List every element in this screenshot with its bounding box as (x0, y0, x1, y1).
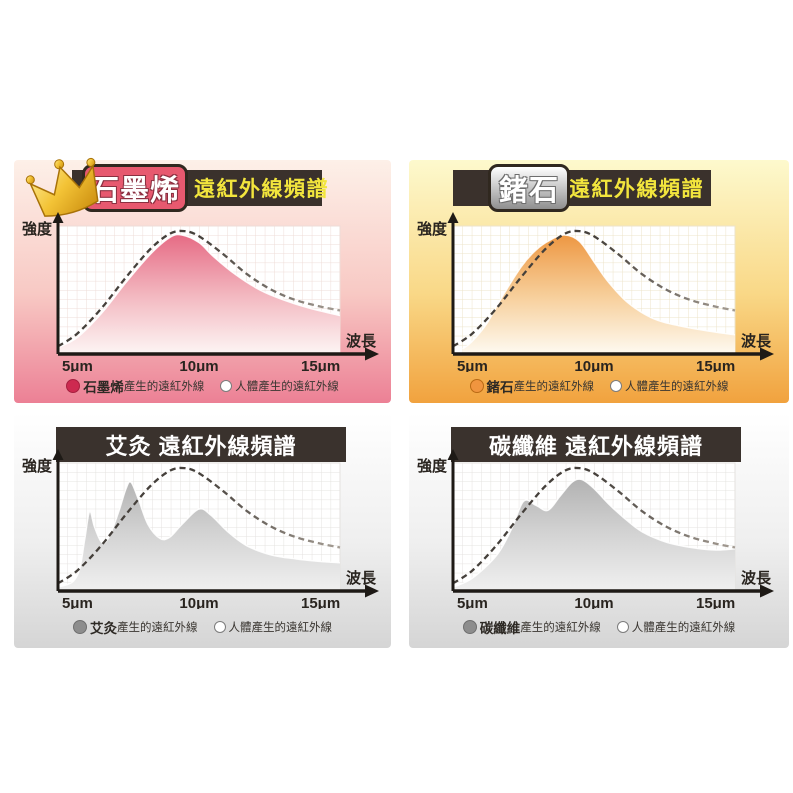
legend-series: 石墨烯 產生的遠紅外線 (66, 376, 204, 396)
svg-text:強度: 強度 (417, 220, 448, 238)
series-dot-icon (73, 620, 87, 634)
material-badge: 石墨烯 (82, 164, 188, 212)
svg-text:波長: 波長 (741, 569, 772, 587)
title-suffix: 遠紅外線頻譜 (569, 178, 704, 201)
legend-series: 碳纖維 產生的遠紅外線 (462, 617, 601, 637)
legend-human: 人體產生的遠紅外線 (220, 378, 339, 394)
legend-series: 艾灸 產生的遠紅外線 (73, 617, 198, 637)
panel-moxibustion: 艾灸 遠紅外線頻譜 強度波長 5μm 10μm 15μm 艾灸 產生的遠紅外線 人體產… (14, 413, 391, 648)
crown-icon (25, 157, 99, 217)
legend-human: 人體產生的遠紅外線 (213, 619, 332, 635)
legend: 石墨烯 產生的遠紅外線 人體產生的遠紅外線 (14, 376, 391, 396)
title-bar: 碳纖維 遠紅外線頻譜 (451, 427, 741, 462)
svg-text:5μm: 5μm (457, 595, 488, 609)
title-suffix: 遠紅外線頻譜 (194, 178, 329, 201)
legend: 碳纖維 產生的遠紅外線 人體產生的遠紅外線 (409, 617, 789, 637)
legend: 艾灸 產生的遠紅外線 人體產生的遠紅外線 (14, 617, 391, 637)
series-dot-icon (66, 379, 81, 393)
svg-text:15μm: 15μm (696, 595, 735, 609)
human-dot-icon (616, 621, 629, 633)
material-badge: 鍺石 (488, 164, 570, 212)
svg-text:10μm: 10μm (179, 595, 218, 609)
svg-text:15μm: 15μm (301, 358, 340, 372)
legend-human: 人體產生的遠紅外線 (616, 619, 735, 635)
series-dot-icon (469, 379, 484, 393)
title-bar: 艾灸 遠紅外線頻譜 (56, 427, 346, 462)
panel-title: 艾灸 遠紅外線頻譜 (105, 433, 297, 459)
svg-text:10μm: 10μm (574, 595, 613, 609)
human-dot-icon (213, 621, 226, 633)
panel-graphene: 遠紅外線頻譜 石墨烯 強度波長 5μm 10μm 15μm 石墨烯 產生的遠紅外線 (14, 157, 391, 403)
panel-germanium: 遠紅外線頻譜 鍺石 強度波長 5μm 10μm 15μm 鍺石 產生的遠紅外線 人體產生… (409, 160, 789, 403)
legend: 鍺石 產生的遠紅外線 人體產生的遠紅外線 (409, 376, 789, 396)
svg-text:10μm: 10μm (179, 358, 218, 372)
svg-text:強度: 強度 (22, 457, 53, 475)
svg-text:5μm: 5μm (457, 358, 488, 372)
svg-text:5μm: 5μm (62, 358, 93, 372)
svg-text:波長: 波長 (346, 569, 377, 587)
svg-text:波長: 波長 (741, 332, 772, 350)
svg-text:強度: 強度 (22, 220, 53, 238)
svg-text:15μm: 15μm (301, 595, 340, 609)
panel-carbon-fiber: 碳纖維 遠紅外線頻譜 強度波長 5μm 10μm 15μm 碳纖維 產生的遠紅外線 人體… (409, 413, 789, 648)
series-dot-icon (462, 620, 477, 634)
svg-text:5μm: 5μm (62, 595, 93, 609)
panel-title: 碳纖維 遠紅外線頻譜 (488, 433, 704, 459)
svg-text:波長: 波長 (346, 332, 377, 350)
legend-series: 鍺石 產生的遠紅外線 (469, 376, 594, 396)
human-dot-icon (610, 380, 622, 392)
svg-text:10μm: 10μm (574, 358, 613, 372)
legend-human: 人體產生的遠紅外線 (610, 378, 729, 394)
svg-text:強度: 強度 (417, 457, 448, 475)
human-dot-icon (220, 380, 233, 392)
svg-text:15μm: 15μm (696, 358, 735, 372)
